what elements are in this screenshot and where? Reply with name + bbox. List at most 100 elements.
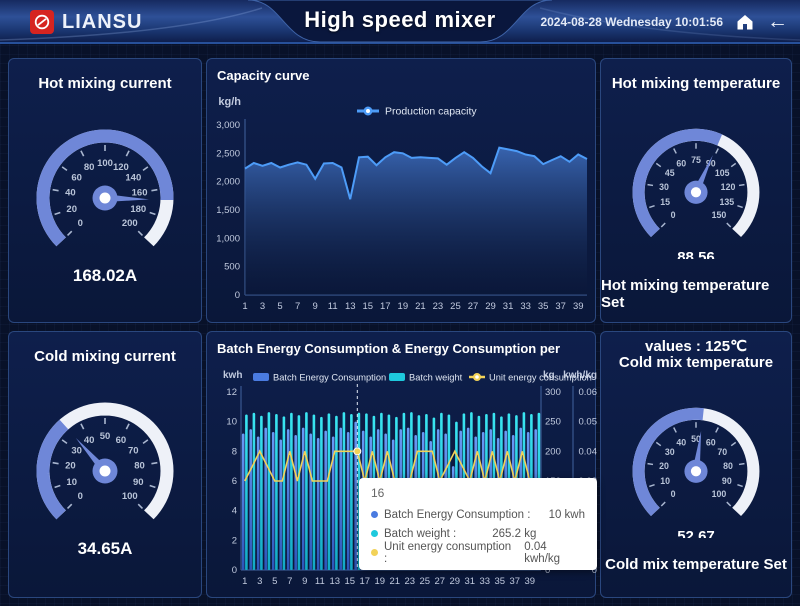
svg-text:90: 90	[133, 477, 144, 488]
svg-text:23: 23	[405, 576, 416, 587]
svg-text:9: 9	[313, 301, 318, 312]
cold-current-value: 34.65A	[77, 539, 133, 558]
app-header: LIANSU High speed mixer 2024-08-28 Wedne…	[0, 0, 800, 44]
svg-text:60: 60	[116, 435, 127, 446]
svg-text:40: 40	[65, 188, 76, 199]
svg-text:11: 11	[315, 576, 325, 587]
svg-text:10: 10	[66, 477, 77, 488]
svg-text:90: 90	[706, 158, 716, 168]
svg-text:20: 20	[65, 461, 76, 472]
svg-text:200: 200	[545, 446, 561, 457]
panel-cold-mix-temperature: Cold mix temperature 0 10 20 30 40 50 60 70 80 90…	[600, 331, 792, 598]
svg-text:7: 7	[287, 576, 292, 587]
panel-hot-mixing-temperature: Hot mixing temperature 0 15 30 45 60 75 90 105 1…	[600, 58, 792, 355]
svg-text:0: 0	[671, 489, 676, 499]
svg-text:40: 40	[84, 435, 95, 446]
svg-text:80: 80	[723, 461, 733, 471]
svg-text:13: 13	[330, 576, 341, 587]
svg-text:100: 100	[97, 158, 113, 169]
hot-current-title: Hot mixing current	[38, 75, 172, 92]
svg-text:31: 31	[465, 576, 476, 587]
svg-text:75: 75	[691, 155, 701, 165]
svg-text:11: 11	[328, 301, 338, 312]
svg-text:Batch Energy Consumption: Batch Energy Consumption	[273, 373, 386, 383]
svg-text:Production capacity: Production capacity	[385, 106, 477, 118]
svg-text:80: 80	[134, 461, 145, 472]
svg-text:kg: kg	[543, 370, 555, 381]
svg-text:40: 40	[676, 437, 686, 447]
svg-text:0: 0	[232, 565, 237, 576]
svg-text:70: 70	[128, 446, 139, 457]
hot-temp-set-value: values : 125℃	[645, 338, 747, 355]
hot-temp-value-clipped: 88.56	[677, 250, 715, 259]
svg-text:12: 12	[226, 387, 237, 398]
svg-text:kwh: kwh	[223, 370, 242, 381]
panel-cold-mixing-current: Cold mixing current 0 10 20 30 40 50 60 70 80 90 1…	[8, 331, 202, 598]
svg-text:90: 90	[722, 476, 732, 486]
svg-text:20: 20	[66, 204, 77, 215]
svg-text:0.06: 0.06	[579, 387, 598, 398]
svg-text:150: 150	[712, 210, 727, 220]
svg-text:33: 33	[480, 576, 491, 587]
svg-text:35: 35	[538, 301, 549, 312]
svg-text:45: 45	[665, 168, 675, 178]
panel-batch-energy: Batch Energy Consumption & Energy Consum…	[206, 331, 598, 598]
svg-text:50: 50	[691, 434, 701, 444]
svg-text:17: 17	[380, 301, 391, 312]
svg-text:500: 500	[224, 262, 240, 273]
svg-text:2,000: 2,000	[216, 177, 240, 188]
svg-text:8: 8	[232, 446, 237, 457]
svg-text:60: 60	[706, 437, 716, 447]
unit-series-dot	[371, 549, 378, 556]
svg-text:31: 31	[503, 301, 514, 312]
svg-text:1: 1	[242, 576, 247, 587]
svg-text:Batch weight: Batch weight	[409, 373, 463, 383]
tooltip-category: 16	[371, 486, 385, 500]
home-icon[interactable]	[735, 12, 755, 32]
svg-text:25: 25	[450, 301, 461, 312]
svg-text:140: 140	[125, 173, 141, 184]
cold-temp-set-label: Cold mix temperature Set	[605, 556, 787, 573]
panel-hot-mixing-current: Hot mixing current 0 20 40 60 80 100 120 140 160…	[8, 58, 202, 323]
datetime-display: 2024-08-28 Wednesday 10:01:56	[540, 15, 723, 29]
svg-text:50: 50	[100, 431, 111, 442]
weight-series-dot	[371, 530, 378, 537]
svg-text:120: 120	[113, 162, 129, 173]
svg-text:15: 15	[660, 197, 670, 207]
svg-text:33: 33	[520, 301, 531, 312]
svg-text:27: 27	[468, 301, 479, 312]
cold-temp-title: Cold mix temperature	[618, 354, 774, 371]
svg-text:7: 7	[295, 301, 300, 312]
svg-text:27: 27	[435, 576, 446, 587]
svg-text:120: 120	[721, 182, 736, 192]
svg-text:37: 37	[510, 576, 521, 587]
back-arrow-icon[interactable]: ←	[767, 10, 788, 33]
svg-text:10: 10	[660, 476, 670, 486]
svg-text:300: 300	[545, 387, 561, 398]
svg-text:0: 0	[671, 210, 676, 220]
svg-text:0.05: 0.05	[579, 417, 598, 428]
capacity-chart-title: Capacity curve	[217, 68, 310, 83]
svg-text:0.04: 0.04	[579, 446, 598, 457]
svg-text:19: 19	[398, 301, 409, 312]
svg-text:39: 39	[525, 576, 536, 587]
cold-temp-value-clipped: 52.67	[677, 529, 715, 538]
svg-text:23: 23	[433, 301, 444, 312]
svg-text:39: 39	[573, 301, 584, 312]
svg-text:17: 17	[360, 576, 371, 587]
svg-text:35: 35	[495, 576, 506, 587]
batch-chart-title: Batch Energy Consumption & Energy Consum…	[217, 341, 561, 356]
svg-text:10: 10	[226, 417, 237, 428]
brand-logo: LIANSU	[30, 0, 142, 44]
svg-text:0: 0	[545, 565, 550, 576]
svg-text:100: 100	[712, 489, 727, 499]
svg-text:3: 3	[257, 576, 262, 587]
svg-text:25: 25	[420, 576, 431, 587]
svg-text:0: 0	[592, 565, 597, 576]
svg-text:15: 15	[345, 576, 356, 587]
svg-text:0: 0	[78, 218, 83, 229]
tooltip-row-energy: Batch Energy Consumption : 10 kwh	[371, 505, 585, 524]
